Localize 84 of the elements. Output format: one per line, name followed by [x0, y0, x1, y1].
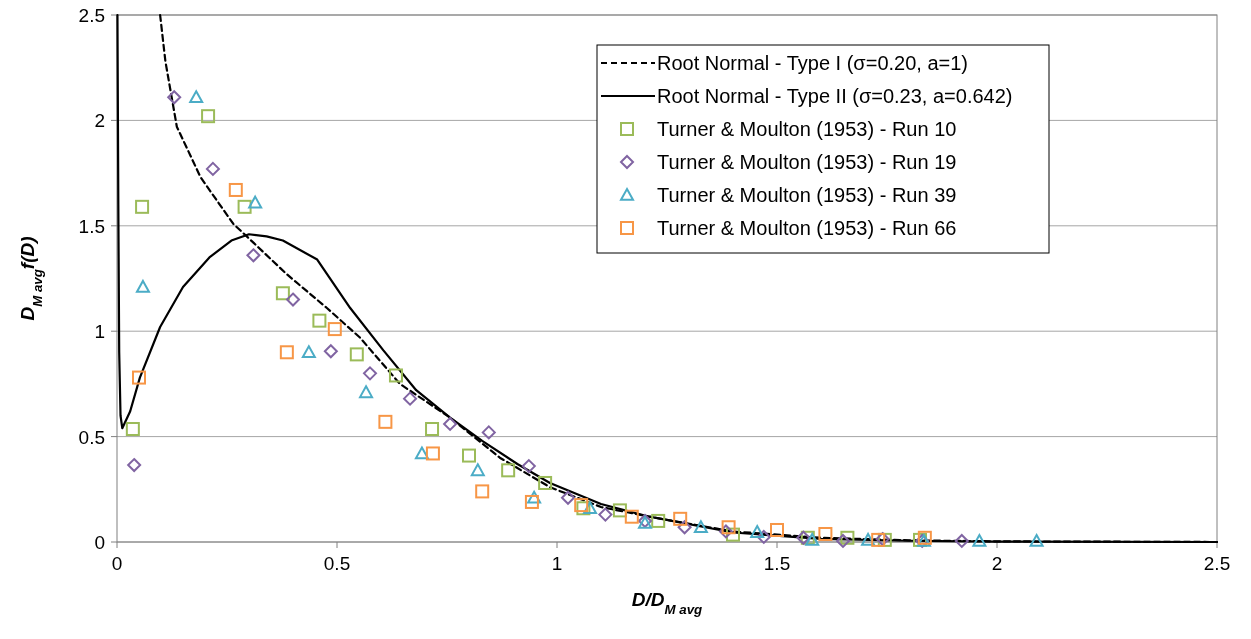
y-tick-label: 0 — [94, 532, 105, 553]
point — [205, 161, 220, 176]
point — [718, 524, 733, 539]
point — [228, 182, 243, 197]
point — [275, 286, 290, 301]
x-tick-label: 2 — [991, 553, 1003, 574]
point — [359, 385, 374, 399]
point — [248, 195, 263, 209]
legend-label: Turner & Moulton (1953) - Run 10 — [657, 118, 957, 140]
point — [201, 109, 216, 124]
x-tick-label: 1 — [551, 553, 563, 574]
point — [796, 530, 811, 545]
legend-label: Root Normal - Type II (σ=0.23, a=0.642) — [657, 85, 1013, 107]
point — [805, 532, 820, 546]
point — [521, 459, 536, 474]
point — [125, 422, 140, 437]
point — [301, 345, 316, 359]
point — [189, 90, 204, 104]
point — [527, 490, 542, 504]
point — [388, 368, 403, 383]
point — [677, 520, 692, 535]
point — [425, 446, 440, 461]
point — [279, 345, 294, 360]
point — [135, 199, 150, 214]
point — [312, 313, 327, 328]
point — [561, 490, 575, 505]
point — [323, 344, 338, 359]
x-tick-label: 0 — [111, 553, 123, 574]
point — [756, 529, 771, 544]
point — [462, 448, 476, 463]
point — [286, 292, 300, 307]
legend-label: Turner & Moulton (1953) - Run 66 — [657, 217, 957, 239]
point — [425, 422, 440, 437]
point — [246, 248, 261, 263]
legend-label: Turner & Moulton (1953) - Run 39 — [657, 184, 957, 206]
legend-label: Root Normal - Type I (σ=0.20, a=1) — [657, 52, 969, 74]
y-tick-label: 1 — [94, 321, 105, 343]
y-tick-label: 1.5 — [78, 215, 105, 237]
point — [349, 347, 364, 362]
point — [750, 525, 765, 538]
point — [538, 475, 553, 490]
point — [363, 366, 377, 381]
point — [770, 522, 784, 537]
point — [1029, 533, 1044, 547]
point — [693, 520, 708, 534]
x-tick-label: 0.5 — [323, 553, 351, 574]
point — [871, 532, 886, 547]
point — [583, 501, 597, 515]
point — [861, 532, 876, 546]
y-tick-label: 0.5 — [78, 426, 105, 448]
x-axis-title: D/D$_{M avg}$ — [631, 589, 703, 617]
point — [954, 533, 969, 548]
x-tick-label: 1.5 — [763, 553, 791, 574]
y-tick-label: 2.5 — [78, 5, 105, 26]
point — [237, 199, 252, 214]
point — [624, 509, 639, 524]
legend-label: Turner & Moulton (1953) - Run 19 — [657, 151, 957, 173]
point — [127, 458, 142, 473]
point — [818, 526, 833, 541]
point — [651, 513, 666, 528]
point — [135, 279, 150, 293]
point — [443, 416, 458, 431]
point — [481, 425, 496, 440]
point — [524, 494, 539, 509]
point — [598, 507, 613, 522]
point — [378, 414, 393, 429]
point — [167, 90, 182, 105]
point — [721, 520, 736, 535]
point — [840, 530, 855, 545]
point — [475, 484, 490, 499]
point — [132, 370, 146, 385]
point — [836, 533, 850, 548]
point — [414, 446, 429, 460]
point — [403, 391, 418, 406]
point — [612, 503, 627, 518]
point — [501, 463, 516, 478]
point — [470, 463, 485, 477]
point — [726, 527, 740, 542]
point — [972, 533, 987, 547]
y-tick-label: 2 — [94, 110, 105, 132]
point — [800, 530, 815, 545]
point — [327, 322, 342, 337]
point — [673, 511, 688, 526]
x-tick-label: 2.5 — [1203, 553, 1231, 574]
